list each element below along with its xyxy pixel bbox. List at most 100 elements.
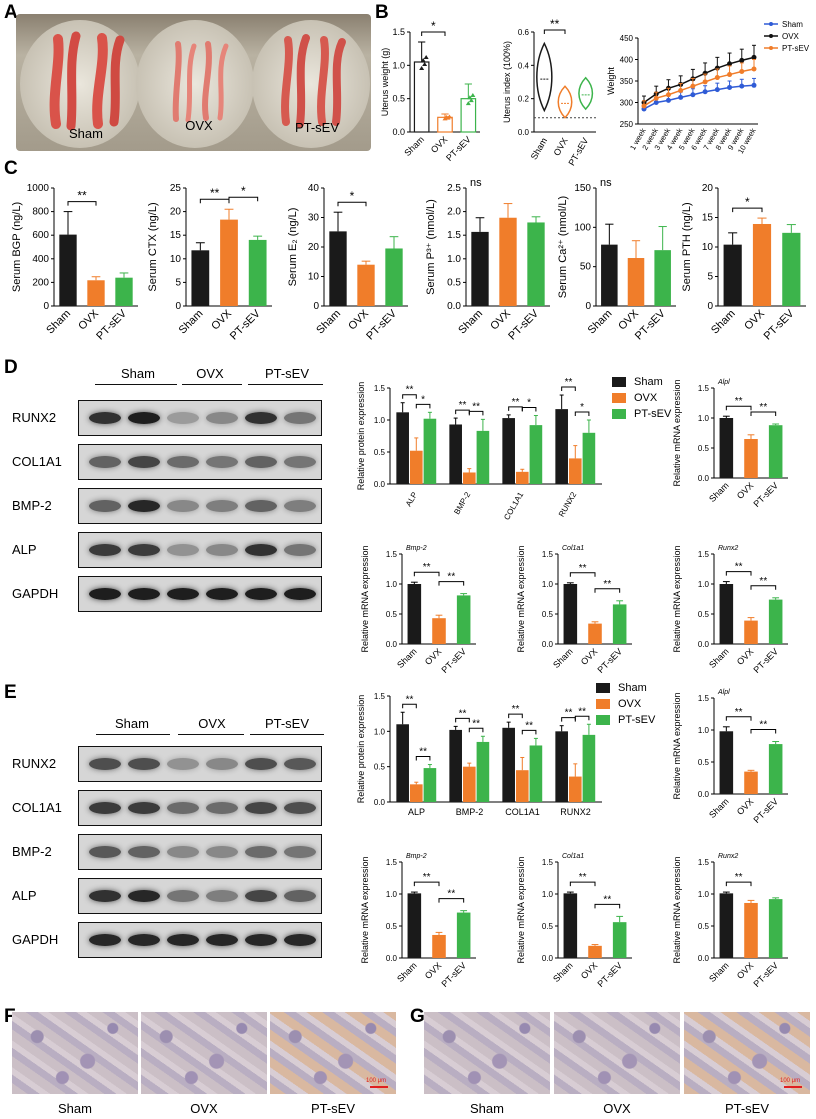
y-tick-label: 0.5	[698, 444, 710, 453]
data-point	[653, 100, 659, 105]
uterus-horn	[49, 34, 64, 129]
category-label: OVX	[735, 960, 756, 981]
y-tick-label: 0.5	[698, 922, 710, 931]
blot-band	[128, 890, 160, 902]
bar	[385, 248, 403, 306]
significance-label: **	[210, 186, 220, 200]
category-label: PT-sEV	[439, 960, 468, 989]
blot-band	[89, 802, 121, 814]
data-point	[467, 95, 473, 100]
bar	[588, 945, 602, 958]
bar	[719, 584, 734, 644]
histology-image	[141, 1012, 267, 1094]
bmp2-mrna-chart-e: 0.0 0.5 1.0 1.5 Relative mRNA expression Bmp-…	[360, 853, 476, 989]
bar	[357, 264, 375, 306]
blot-row-label: RUNX2	[12, 410, 57, 425]
legend-label: PT-sEV	[618, 714, 656, 726]
y-tick-label: 0.0	[698, 640, 710, 649]
blot-band	[284, 890, 316, 902]
blot-strip	[78, 400, 322, 436]
data-point	[470, 93, 476, 97]
blot-band	[89, 500, 121, 512]
y-tick-label: 350	[620, 77, 634, 86]
blot-row-label: COL1A1	[12, 800, 62, 815]
bar	[423, 768, 437, 802]
y-axis-label: Uterus weight (g)	[380, 48, 390, 117]
blot-band	[89, 934, 121, 946]
category-label: Sham	[707, 960, 731, 984]
category-label: BMP-2	[452, 490, 472, 516]
blot-band	[206, 588, 238, 600]
uterus-horn	[217, 43, 229, 121]
y-tick-label: 300	[620, 99, 634, 108]
histology-label: PT-sEV	[724, 1101, 770, 1116]
y-axis-label: Relative protein expression	[356, 695, 366, 804]
blot-band	[89, 758, 121, 770]
bar	[654, 250, 671, 306]
panel-letter-g: G	[410, 1006, 425, 1027]
bar	[744, 902, 758, 958]
uterus-index-chart: 0.0 0.2 0.4 0.6 Uterus index (100%) Sham OVXPT…	[502, 17, 596, 167]
category-label: Sham	[707, 796, 731, 820]
bar	[612, 922, 627, 958]
y-tick-label: 0.0	[374, 480, 386, 489]
significance-bracket	[402, 394, 417, 399]
significance-bracket	[413, 571, 440, 577]
uterus-horn	[185, 43, 197, 123]
significance-label: **	[447, 572, 455, 583]
bar	[719, 893, 734, 958]
legend-item: OVX	[612, 390, 692, 406]
category-label: PT-sEV	[751, 480, 780, 509]
bar	[423, 418, 437, 484]
bar	[115, 277, 133, 306]
panel-letter-d: D	[4, 357, 18, 378]
y-tick-label: 1.5	[698, 694, 710, 703]
y-tick-label: 1.5	[392, 27, 405, 37]
data-point	[739, 69, 745, 75]
category-label: RUNX2	[557, 490, 579, 518]
bar	[719, 418, 734, 478]
blot-band	[245, 412, 277, 424]
blot-band	[245, 890, 277, 902]
blot-band	[206, 412, 238, 424]
label-ovx: OVX	[185, 118, 213, 133]
panel-letter-b: B	[375, 2, 389, 23]
bar	[582, 734, 596, 802]
significance-label: **	[512, 704, 520, 715]
blot-band	[245, 758, 277, 770]
runx2-mrna-chart-d: 0.0 0.5 1.0 1.5 Relative mRNA expression Runx…	[672, 545, 788, 675]
category-label: OVX	[209, 307, 234, 332]
y-tick-label: 1.5	[542, 858, 554, 867]
histology-label: Sham	[470, 1101, 504, 1116]
protein-expression-chart-e: 0.0 0.5 1.0 1.5 Relative protein expression *…	[356, 692, 602, 817]
y-tick-label: 0.5	[386, 922, 398, 931]
bar	[588, 623, 602, 644]
y-tick-label: 20	[702, 183, 714, 194]
category-label: RUNX2	[560, 807, 591, 817]
y-tick-label: 1.5	[698, 550, 710, 559]
blot-group-underline	[182, 384, 242, 385]
bar	[568, 458, 582, 484]
chart-title: Col1a1	[562, 545, 584, 552]
y-tick-label: 0.5	[542, 922, 554, 931]
blot-row-label: ALP	[12, 888, 37, 903]
blot-band	[128, 500, 160, 512]
category-label: OVX	[735, 480, 756, 501]
significance-label: **	[603, 579, 611, 590]
bar	[432, 618, 446, 644]
chart-title: Alpl	[717, 379, 730, 386]
y-tick-label: 1.5	[386, 550, 398, 559]
category-label: PT-sEV	[439, 646, 468, 675]
scale-bar-label: 100 μm	[366, 1078, 387, 1084]
significance-label: **	[423, 562, 431, 573]
blot-band	[89, 588, 121, 600]
legend-swatch	[596, 715, 610, 725]
bar	[555, 731, 568, 802]
y-tick-label: 0	[313, 301, 319, 312]
blot-band	[167, 890, 199, 902]
blot-band	[167, 500, 199, 512]
data-point	[678, 94, 684, 100]
data-point	[702, 89, 708, 95]
panel-letter-c: C	[4, 158, 18, 179]
category-label: Sham	[707, 480, 731, 504]
